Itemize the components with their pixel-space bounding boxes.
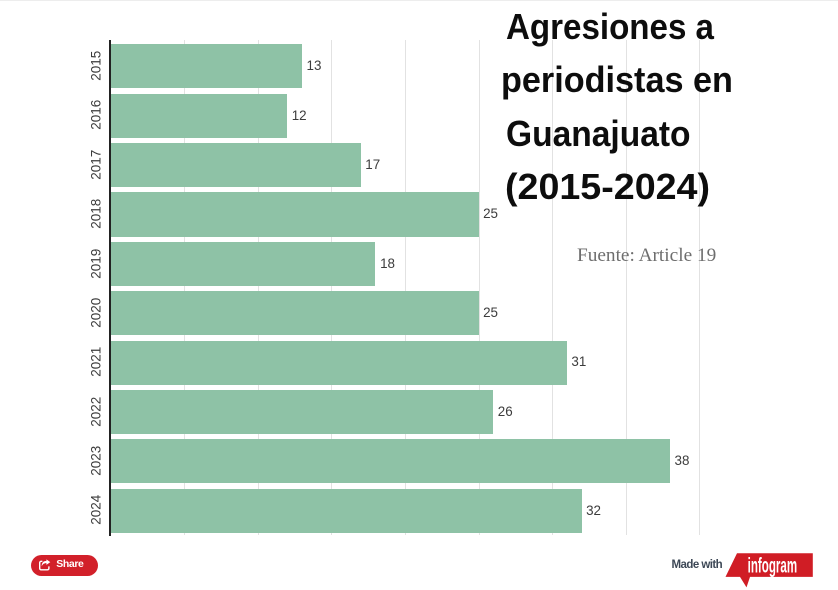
svg-text:infogram: infogram (748, 554, 798, 577)
